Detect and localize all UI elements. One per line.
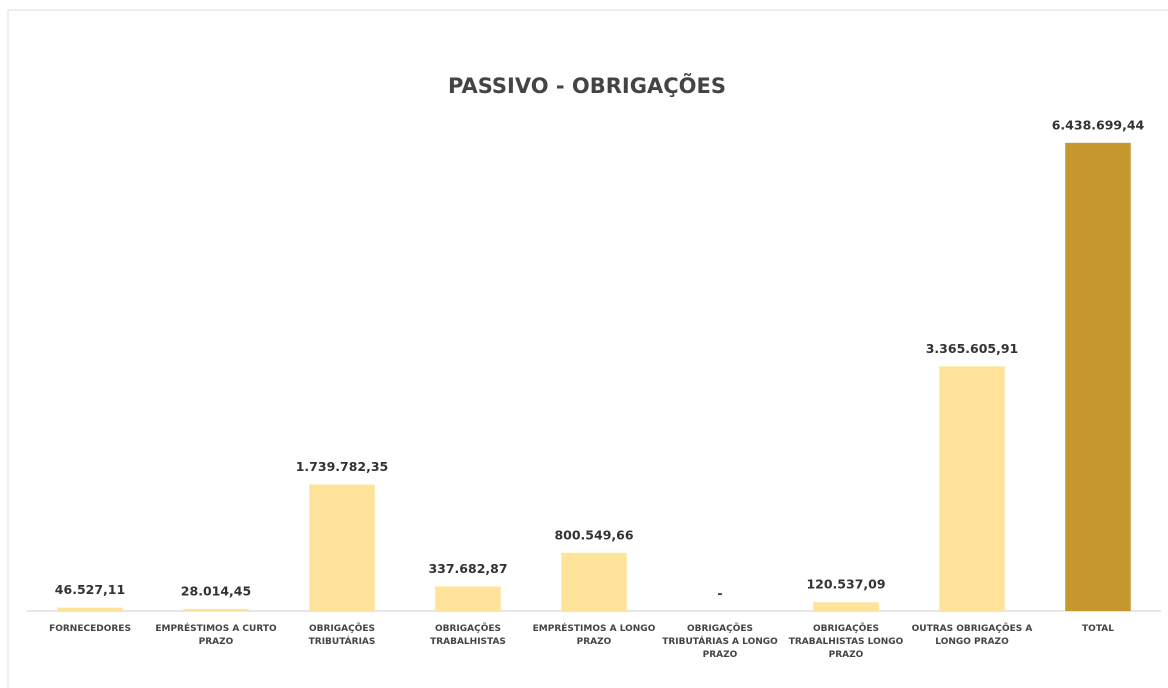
x-tick-label: OUTRAS OBRIGAÇÕES A LONGO PRAZO [912,622,1033,647]
x-tick-label: EMPRÉSTIMOS A CURTO PRAZO [155,622,277,647]
bar [1065,142,1131,611]
bar [183,608,249,611]
x-tick-label: FORNECEDORES [49,624,131,634]
bar [57,607,123,611]
bar [813,602,879,611]
chart-title: PASSIVO - OBRIGAÇÕES [448,73,726,98]
value-label: 337.682,87 [428,561,507,576]
bar [939,366,1005,611]
x-tick-label: TOTAL [1082,624,1114,634]
value-label: - [717,586,722,601]
x-tick-label: OBRIGAÇÕES TRIBUTÁRIAS [309,622,376,647]
x-tick-label: EMPRÉSTIMOS A LONGO PRAZO [533,622,656,647]
value-label: 120.537,09 [806,577,885,592]
bar [309,484,375,611]
value-label: 3.365.605,91 [926,341,1019,356]
frame [7,9,1168,688]
bar [435,586,501,611]
value-label: 28.014,45 [181,583,251,598]
x-tick-label: OBRIGAÇÕES TRABALHISTAS LONGO PRAZO [789,622,904,660]
value-label: 800.549,66 [554,527,633,542]
x-tick-label: OBRIGAÇÕES TRABALHISTAS [430,622,506,647]
value-label: 46.527,11 [55,582,125,597]
value-label: 1.739.782,35 [296,459,389,474]
bar [561,552,627,611]
value-label: 6.438.699,44 [1052,117,1145,132]
x-tick-label: OBRIGAÇÕES TRIBUTÁRIAS A LONGO PRAZO [662,622,778,660]
